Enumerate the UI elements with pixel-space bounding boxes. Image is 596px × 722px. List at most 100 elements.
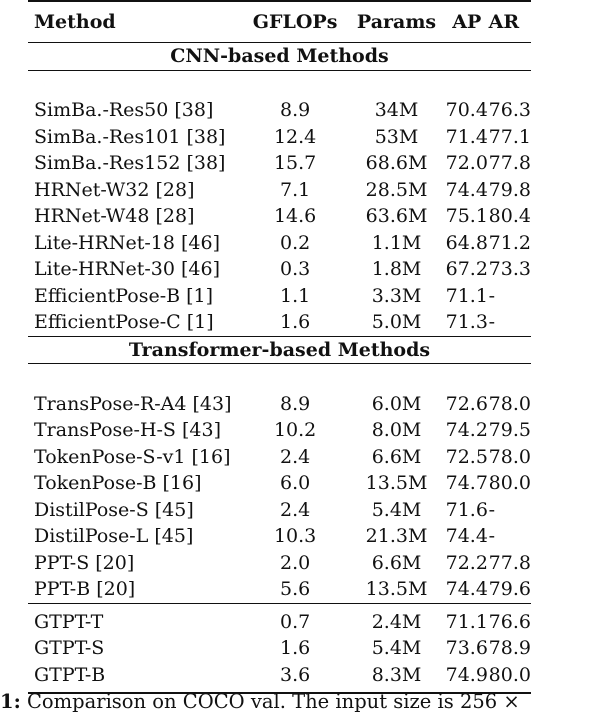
cell-ar: 79.5	[488, 419, 531, 441]
cell-ap: 71.1	[445, 284, 488, 307]
cell-gflops: 0.3	[279, 258, 311, 280]
cell-ap: 72.6	[445, 392, 488, 415]
table-row: TransPose-R-A4 [43] 8.9 6.0M 72.6 78.0	[28, 391, 531, 418]
table-row: GTPT-S 1.6 5.4M 73.6 78.9	[28, 635, 531, 662]
cell-ar: -	[488, 498, 496, 521]
header-ap: AP	[452, 10, 482, 33]
cell-ap: 74.4	[445, 578, 488, 600]
cell-params: 8.3M	[348, 661, 445, 694]
cell-gflops: 2.0	[279, 551, 311, 574]
cell-params: 13.5M	[365, 472, 428, 494]
table-row: SimBa.-Res50 [38] 8.9 34M 70.4 76.3	[28, 97, 531, 124]
caption-text: Comparison on COCO val. The input size i…	[26, 690, 520, 713]
cell-ap: 74.4	[445, 178, 488, 201]
cell-ap: 73.6	[445, 637, 488, 659]
cell-ar: 79.6	[488, 578, 531, 600]
cell-gflops: 7.1	[279, 178, 311, 201]
table-body: CNN-based Methods SimBa.-Res50 [38] 8.9 34M…	[28, 42, 531, 694]
cell-ap: 72.0	[445, 152, 488, 174]
cell-ap: 71.3	[445, 311, 488, 333]
table-row: TransPose-H-S [43] 10.2 8.0M 74.2 79.5	[28, 417, 531, 444]
cell-params: 2.4M	[348, 602, 445, 635]
cell-ar: 80.4	[488, 205, 531, 227]
cell-method: SimBa.-Res152 [38]	[34, 152, 226, 174]
cell-gflops: 1.6	[279, 311, 311, 333]
header-gflops: GFLOPs	[252, 10, 338, 33]
cell-ap: 74.9	[444, 661, 489, 694]
header-ar: AR	[488, 10, 520, 33]
cell-ar: 77.8	[488, 152, 531, 174]
table-row: HRNet-W48 [28] 14.6 63.6M 75.1 80.4	[28, 203, 531, 230]
cell-gflops: 14.6	[273, 205, 317, 227]
header-method: Method	[34, 10, 116, 33]
cell-ar: 79.8	[488, 178, 531, 201]
cell-ap: 67.2	[445, 258, 488, 280]
spacer-row	[28, 70, 531, 97]
cell-method: Lite-HRNet-18 [46]	[34, 231, 221, 254]
cell-ar: 78.0	[488, 392, 531, 415]
cell-method: SimBa.-Res101 [38]	[34, 125, 226, 148]
table-row: TokenPose-S-v1 [16] 2.4 6.6M 72.5 78.0	[28, 444, 531, 471]
table-row: Lite-HRNet-18 [46] 0.2 1.1M 64.8 71.2	[28, 230, 531, 257]
cell-ar: 78.0	[488, 445, 531, 468]
cell-ar: -	[488, 311, 496, 333]
cell-params: 5.0M	[371, 311, 422, 333]
cell-gflops: 15.7	[273, 152, 317, 174]
cell-ar: 76.3	[488, 99, 531, 121]
cell-gflops: 1.6	[279, 637, 311, 659]
cell-ap: 71.6	[445, 498, 488, 521]
cell-ap: 72.5	[445, 445, 488, 468]
cell-params: 21.3M	[365, 525, 428, 547]
cell-ar: 78.9	[488, 637, 531, 659]
caption-label: 1:	[0, 690, 21, 713]
cell-ar: 71.2	[488, 231, 531, 254]
table-row: TokenPose-B [16] 6.0 13.5M 74.7 80.0	[28, 470, 531, 497]
cell-params: 63.6M	[365, 205, 428, 227]
table-header: Method GFLOPs Params AP AR	[28, 1, 531, 43]
header-params: Params	[356, 10, 437, 33]
cell-params: 13.5M	[365, 578, 428, 600]
cell-method: GTPT-T	[28, 602, 243, 635]
cell-gflops: 8.9	[279, 99, 311, 121]
cell-gflops: 8.9	[279, 392, 311, 415]
table-row: GTPT-T 0.7 2.4M 71.1 76.6	[28, 602, 531, 635]
cell-ap: 74.2	[445, 419, 488, 441]
section-header-row: CNN-based Methods	[28, 42, 531, 71]
cell-ar: 80.0	[488, 661, 531, 694]
cell-gflops: 12.4	[273, 125, 317, 148]
cell-method: TokenPose-S-v1 [16]	[34, 445, 231, 468]
table-row: GTPT-B 3.6 8.3M 74.9 80.0	[28, 661, 531, 694]
cell-gflops: 6.0	[279, 472, 311, 494]
cell-params: 68.6M	[365, 152, 428, 174]
cell-method: TokenPose-B [16]	[34, 472, 202, 494]
cell-params: 5.4M	[371, 498, 422, 521]
cell-params: 3.3M	[371, 284, 422, 307]
cell-gflops: 0.7	[242, 602, 349, 635]
table-row: PPT-B [20] 5.6 13.5M 74.4 79.6	[28, 576, 531, 603]
cell-params: 1.1M	[371, 231, 422, 254]
cell-method: HRNet-W32 [28]	[34, 178, 195, 201]
cell-method: DistilPose-L [45]	[34, 525, 194, 547]
spacer-cell	[28, 70, 531, 97]
cell-params: 8.0M	[371, 419, 422, 441]
table-row: EfficientPose-C [1] 1.6 5.0M 71.3-	[28, 309, 531, 336]
cell-params: 28.5M	[365, 178, 428, 201]
cell-gflops: 2.4	[279, 498, 311, 521]
cell-ar: 80.0	[488, 472, 531, 494]
cell-method: Lite-HRNet-30 [46]	[34, 258, 221, 280]
cell-method: SimBa.-Res50 [38]	[34, 99, 214, 121]
table-row: DistilPose-S [45] 2.4 5.4M 71.6-	[28, 497, 531, 524]
header-row: Method GFLOPs Params AP AR	[28, 1, 531, 43]
cell-ar: 77.1	[488, 125, 531, 148]
cell-method: TransPose-H-S [43]	[34, 419, 221, 441]
cell-params: 1.8M	[371, 258, 422, 280]
cell-ap: 72.2	[445, 551, 488, 574]
cell-ap: 64.8	[445, 231, 488, 254]
cell-ap: 70.4	[445, 99, 488, 121]
cell-gflops: 10.3	[273, 525, 317, 547]
spacer-cell	[28, 364, 531, 391]
table-row: PPT-S [20] 2.0 6.6M 72.2 77.8	[28, 550, 531, 577]
section-header-row: Transformer-based Methods	[28, 335, 531, 364]
cell-gflops: 2.4	[279, 445, 311, 468]
cell-ar: -	[488, 525, 496, 547]
